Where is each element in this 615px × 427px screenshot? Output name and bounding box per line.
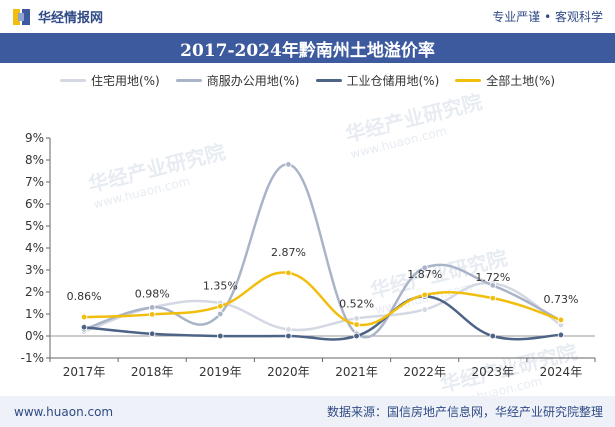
- data-point: [421, 291, 428, 299]
- brand-logo-icon: [13, 8, 30, 25]
- data-point: [285, 326, 292, 333]
- data-point: [217, 332, 224, 340]
- tagline: 专业严谨 • 客观科学: [492, 10, 603, 24]
- data-point: [489, 332, 497, 340]
- data-point: [353, 321, 360, 328]
- data-source: 数据来源：国信房地产信息网，华经产业研究院整理: [326, 405, 603, 419]
- data-point: [353, 332, 360, 340]
- line-chart: -1% 0% 1% 2% 3% 4% 5% 6% 7% 8% 9% 2017年 2018年 2019年 20…: [21, 131, 596, 379]
- brand[interactable]: 华经情报网: [12, 7, 103, 27]
- data-label: 1.35%: [203, 279, 238, 292]
- data-label: 0.86%: [67, 290, 102, 303]
- x-tick-label: 2017年: [63, 365, 106, 379]
- y-tick-label: 2%: [25, 285, 44, 299]
- legend-swatch: [455, 78, 482, 82]
- legend-label: 住宅用地(%): [90, 73, 160, 88]
- y-tick-label: 6%: [25, 197, 44, 211]
- chart-title: 2017-2024年黔南州土地溢价率: [180, 40, 435, 61]
- data-label: 0.98%: [135, 287, 170, 300]
- series-line: [83, 295, 561, 341]
- legend-item[interactable]: 商服办公用地(%): [175, 72, 300, 89]
- y-tick-label: 3%: [25, 263, 44, 277]
- y-tick-label: 9%: [25, 131, 44, 145]
- data-point: [285, 269, 292, 277]
- x-tick-label: 2023年: [472, 365, 515, 379]
- data-point: [80, 324, 88, 331]
- x-tick-label: 2018年: [131, 365, 174, 379]
- y-tick-label: 5%: [25, 219, 44, 233]
- data-point: [489, 294, 497, 302]
- top-bar: 华经情报网 专业严谨 • 客观科学: [0, 0, 615, 33]
- data-label: 0.73%: [543, 293, 578, 306]
- legend-swatch: [59, 78, 86, 82]
- y-tick-label: 8%: [25, 153, 44, 167]
- x-tick-label: 2020年: [267, 365, 310, 379]
- legend-swatch: [315, 78, 342, 82]
- data-point: [557, 331, 565, 339]
- data-point: [148, 311, 156, 318]
- footer: www.huaon.com 数据来源：国信房地产信息网，华经产业研究院整理: [0, 396, 615, 427]
- x-tick-label: 2019年: [199, 365, 242, 379]
- legend-label: 工业仓储用地(%): [346, 73, 440, 88]
- data-point: [148, 330, 156, 337]
- footer-url[interactable]: www.huaon.com: [14, 404, 114, 419]
- x-tick-label: 2022年: [403, 365, 446, 379]
- legend-item[interactable]: 全部土地(%): [455, 72, 555, 89]
- series-line: [83, 163, 562, 339]
- data-label: 1.72%: [475, 271, 510, 284]
- y-tick-label: 4%: [25, 241, 44, 255]
- data-label: 2.87%: [271, 246, 306, 259]
- data-label: 1.87%: [407, 268, 442, 281]
- data-label: 0.52%: [339, 298, 374, 311]
- data-point: [217, 303, 224, 310]
- data-point: [421, 264, 428, 271]
- x-tick-label: 2024年: [540, 365, 583, 379]
- y-tick-label: -1%: [21, 351, 44, 365]
- legend-item[interactable]: 工业仓储用地(%): [315, 72, 440, 89]
- y-tick-label: 7%: [25, 175, 44, 189]
- data-point: [285, 332, 292, 340]
- series-line: [84, 271, 562, 327]
- legend-label: 全部土地(%): [486, 73, 556, 88]
- data-point: [557, 316, 565, 324]
- legend-label: 商服办公用地(%): [206, 73, 300, 88]
- y-tick-label: 1%: [25, 307, 44, 321]
- data-point: [421, 306, 428, 313]
- y-tick-label: 0%: [25, 329, 44, 343]
- data-point: [217, 310, 224, 318]
- data-point: [80, 313, 88, 321]
- data-point: [148, 304, 156, 311]
- legend: 住宅用地(%) 商服办公用地(%) 工业仓储用地(%) 全部土地(%): [0, 68, 615, 92]
- data-point: [489, 282, 497, 289]
- data-point: [353, 315, 360, 322]
- legend-item[interactable]: 住宅用地(%): [59, 72, 160, 89]
- x-tick-label: 2021年: [335, 365, 378, 379]
- data-point: [285, 161, 292, 168]
- legend-swatch: [175, 78, 202, 82]
- title-band: 2017-2024年黔南州土地溢价率: [0, 33, 615, 63]
- brand-name: 华经情报网: [38, 11, 104, 26]
